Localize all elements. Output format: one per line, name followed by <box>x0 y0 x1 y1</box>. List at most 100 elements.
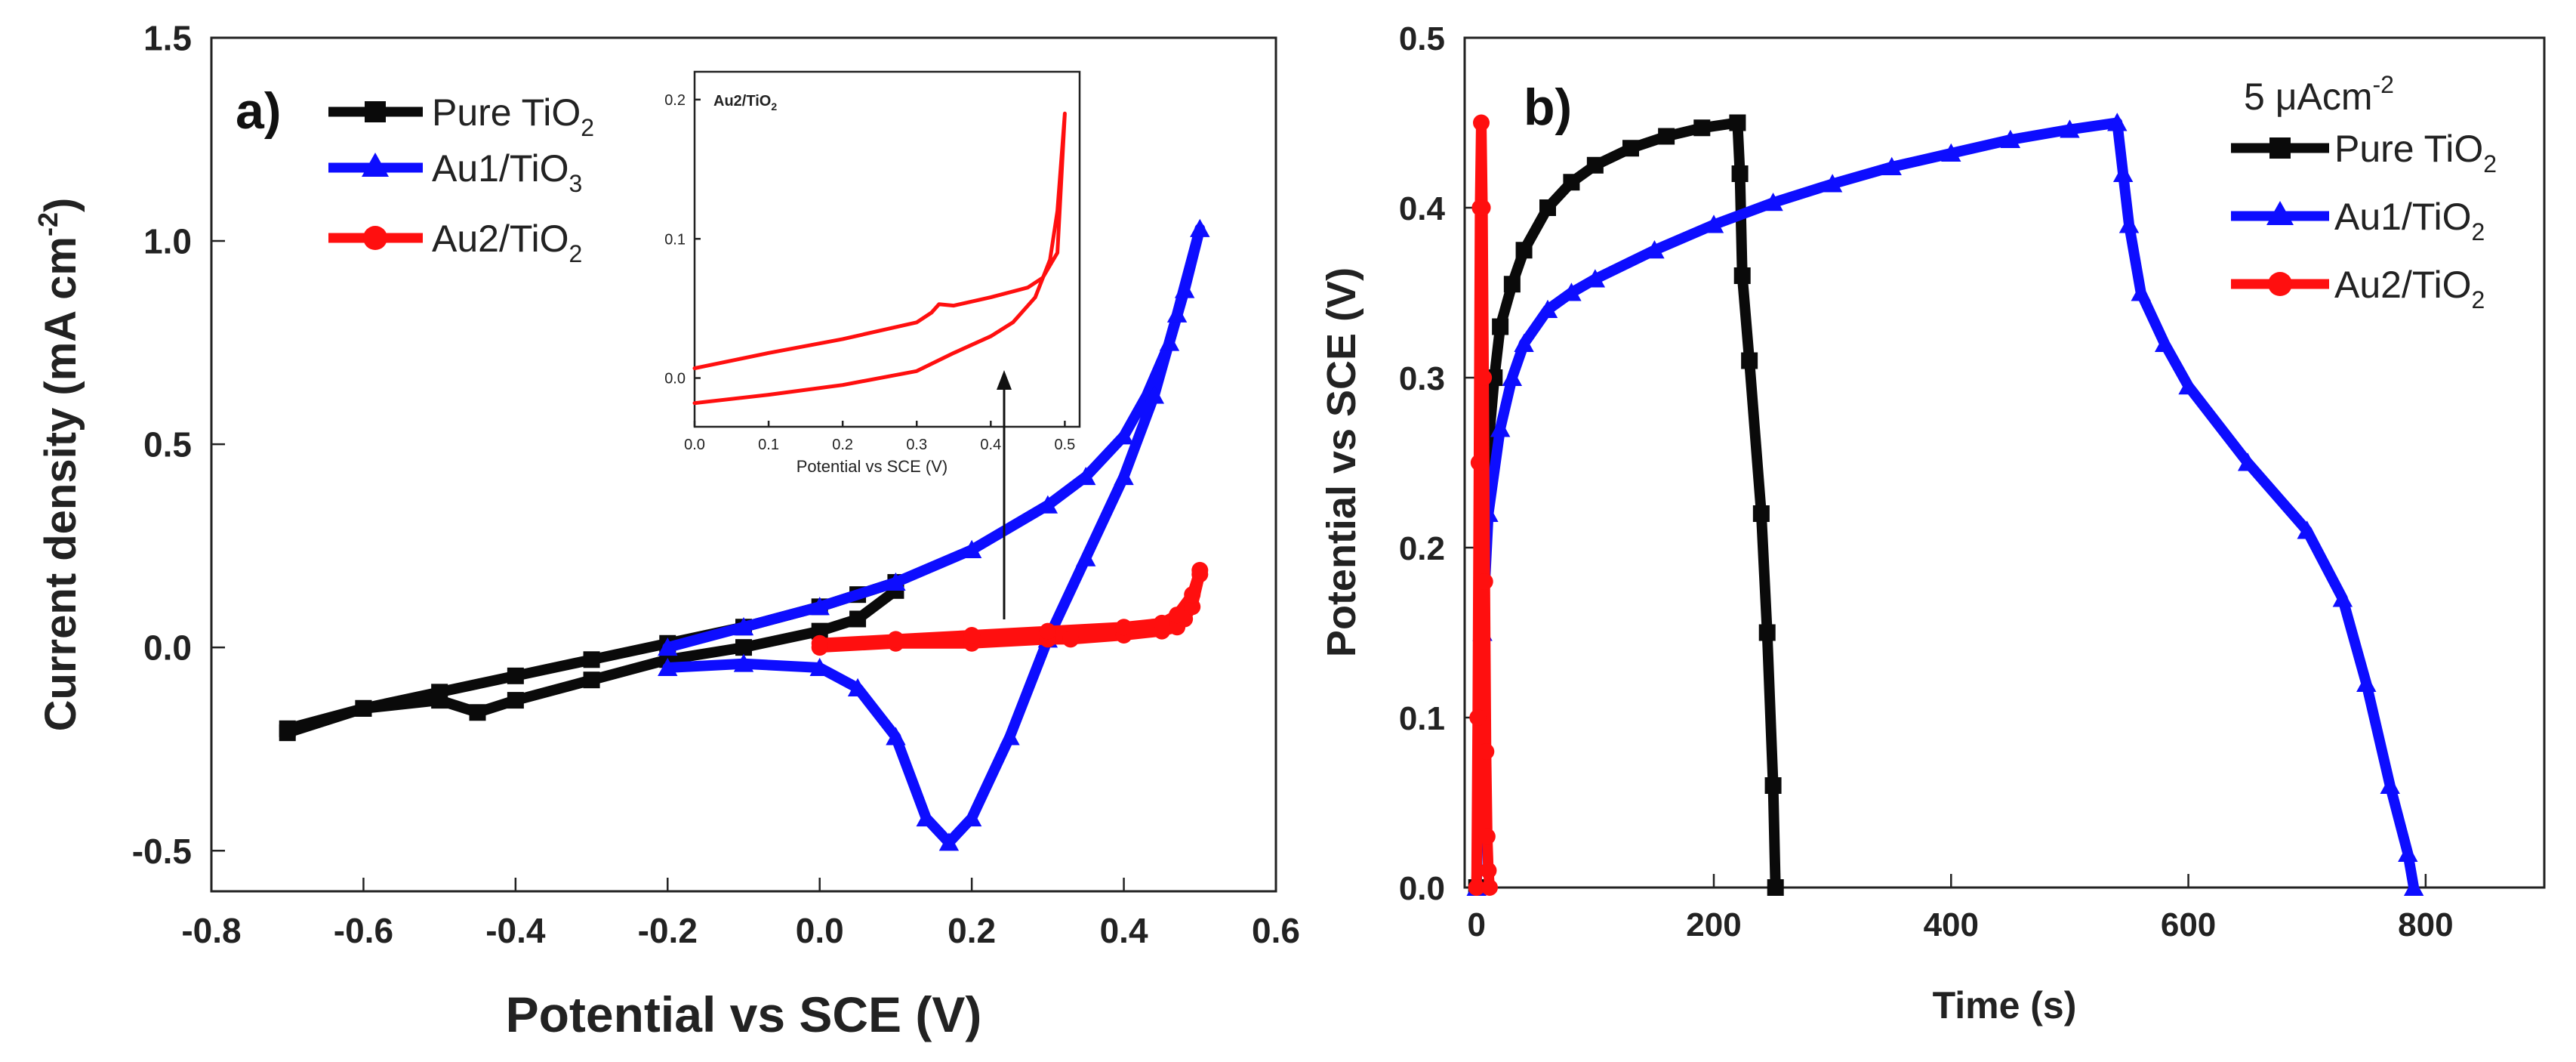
legend-title-current-density: 5 μAcm-2 <box>2244 71 2394 118</box>
data-point-au2-tio2 <box>963 627 981 644</box>
legend-marker-circle <box>2268 272 2292 296</box>
legend-sub: 2 <box>2472 286 2485 313</box>
y-tick-label: 0.3 <box>1399 360 1445 397</box>
inset-y-ticks: 0.0 0.1 0.2 <box>664 92 701 387</box>
data-point-pure-tio2 <box>431 692 448 709</box>
legend-item-pure-tio2: Pure TiO2 <box>2231 128 2497 178</box>
data-point-au1-tio2 <box>1644 240 1665 259</box>
legend-main: Au1/TiO <box>2334 196 2472 238</box>
series-line-au1-tio3 <box>662 223 1206 848</box>
x-tick-label: 0 <box>1467 906 1485 943</box>
data-point-au1-tio3 <box>1076 466 1096 486</box>
legend-text-pure-tio2: Pure TiO2 <box>2334 128 2497 178</box>
legend-sub: 2 <box>581 114 594 141</box>
panel-b-label: b) <box>1524 79 1572 136</box>
x-tick-label: -0.4 <box>485 911 546 950</box>
data-point-au1-tio3 <box>1037 495 1058 514</box>
inset-label-main: Au2/TiO <box>713 93 771 110</box>
legend-marker-circle <box>363 226 387 250</box>
legend-title-sup: -2 <box>2373 71 2394 98</box>
data-point-au1-tio2 <box>2154 333 2175 352</box>
data-point-pure-tio2 <box>1767 879 1784 896</box>
x-tick-label: 0.4 <box>980 437 1001 453</box>
series-pure-tio2 <box>1468 114 1784 896</box>
data-point-au1-tio2 <box>1537 299 1558 318</box>
data-point-au1-tio2 <box>2332 588 2353 607</box>
data-point-au2-tio2 <box>1480 862 1497 879</box>
data-point-au1-tio2 <box>2060 119 2080 138</box>
y-tick-label: 1.0 <box>143 222 192 261</box>
y-tick-label: 0.1 <box>1399 700 1445 737</box>
data-point-au2-tio2 <box>1191 561 1209 579</box>
data-point-au1-tio3 <box>1000 727 1020 746</box>
data-point-au1-tio2 <box>2131 282 2151 301</box>
data-point-pure-tio2 <box>583 651 600 668</box>
data-point-pure-tio2 <box>1586 156 1604 174</box>
data-point-pure-tio2 <box>735 639 752 656</box>
data-point-au1-tio2 <box>2237 452 2258 471</box>
x-tick-label: 0.2 <box>832 437 853 453</box>
panel-a-y-axis-title: Current density (mA cm-2) <box>32 198 85 732</box>
x-tick-label: 0.6 <box>1252 911 1300 950</box>
inset-plot-frame <box>693 70 1081 428</box>
data-point-pure-tio2 <box>1563 174 1580 191</box>
data-point-au1-tio3 <box>938 832 960 851</box>
x-tick-label: -0.2 <box>638 911 698 950</box>
legend-title-main: 5 μAcm <box>2244 76 2373 118</box>
legend-item-pure-tio2: Pure TiO2 <box>328 91 594 141</box>
data-point-au1-tio3 <box>1144 385 1165 404</box>
data-point-pure-tio2 <box>1758 624 1776 641</box>
series-au2-tio2 <box>1468 114 1498 896</box>
y-tick-label: -0.5 <box>132 832 192 871</box>
series-au2-tio2 <box>692 111 1067 406</box>
inset-label: Au2/TiO2 <box>713 93 777 113</box>
panel-b-series <box>1466 113 2424 896</box>
data-point-au1-tio2 <box>1822 174 1843 193</box>
data-point-au1-tio2 <box>2398 843 2418 862</box>
series-pure-tio2 <box>279 574 904 742</box>
panel-a-x-axis-title: Potential vs SCE (V) <box>506 986 982 1042</box>
panel-b-y-axis-title: Potential vs SCE (V) <box>1319 267 1364 657</box>
data-point-au2-tio2 <box>1184 598 1201 616</box>
x-tick-label: 0.4 <box>1100 911 1148 950</box>
data-point-au2-tio2 <box>1169 607 1186 624</box>
data-point-au1-tio2 <box>2118 215 2140 233</box>
x-tick-label: 600 <box>2161 906 2216 943</box>
x-tick-label: 400 <box>1924 906 1979 943</box>
panel-a-y-axis-title-main: Current density (mA cm <box>36 236 85 731</box>
y-tick-label: 0.0 <box>143 628 192 668</box>
data-point-au1-tio2 <box>2000 129 2021 148</box>
data-point-au1-tio3 <box>658 637 678 656</box>
data-point-au1-tio2 <box>1561 282 1582 301</box>
y-tick-label: 0.2 <box>664 92 686 109</box>
series-line-pure-tio2 <box>1471 117 1781 893</box>
data-point-pure-tio2 <box>811 622 828 640</box>
legend-sub: 2 <box>569 240 583 267</box>
data-point-au1-tio3 <box>961 807 982 827</box>
data-point-pure-tio2 <box>1752 505 1770 522</box>
chart-panel-a: -0.8 -0.6 -0.4 -0.2 0.0 0.2 0.4 0.6 -0.5 0.0 0.5 1… <box>32 19 1300 1042</box>
series-line-au1-tio2 <box>1471 117 2420 893</box>
data-point-au1-tio3 <box>886 727 906 746</box>
legend-marker-square <box>365 101 386 122</box>
legend-item-au1-tio2: Au1/TiO2 <box>2231 196 2485 245</box>
series-line-au2-tio2 <box>1471 117 1495 893</box>
data-point-au1-tio2 <box>2356 673 2377 692</box>
data-point-au1-tio2 <box>1585 269 1606 288</box>
legend-item-au2-tio2: Au2/TiO2 <box>328 218 582 267</box>
legend-text-pure-tio2: Pure TiO2 <box>432 91 594 141</box>
data-point-au1-tio3 <box>1174 279 1195 298</box>
data-point-au1-tio2 <box>2178 376 2199 395</box>
x-tick-label: -0.6 <box>334 911 393 950</box>
legend-sub: 3 <box>569 170 583 197</box>
legend-main: Au2/TiO <box>2334 264 2472 306</box>
legend-sub: 2 <box>2483 150 2497 178</box>
data-point-au1-tio3 <box>1114 426 1134 445</box>
data-point-au1-tio3 <box>658 657 678 677</box>
inset-x-axis-title: Potential vs SCE (V) <box>797 457 948 476</box>
data-point-pure-tio2 <box>279 720 296 737</box>
data-point-au1-tio3 <box>1166 304 1188 323</box>
data-point-au1-tio2 <box>2107 113 2128 131</box>
y-tick-label: 0.2 <box>1399 530 1445 567</box>
legend-text-au1-tio2: Au1/TiO2 <box>2334 196 2485 245</box>
